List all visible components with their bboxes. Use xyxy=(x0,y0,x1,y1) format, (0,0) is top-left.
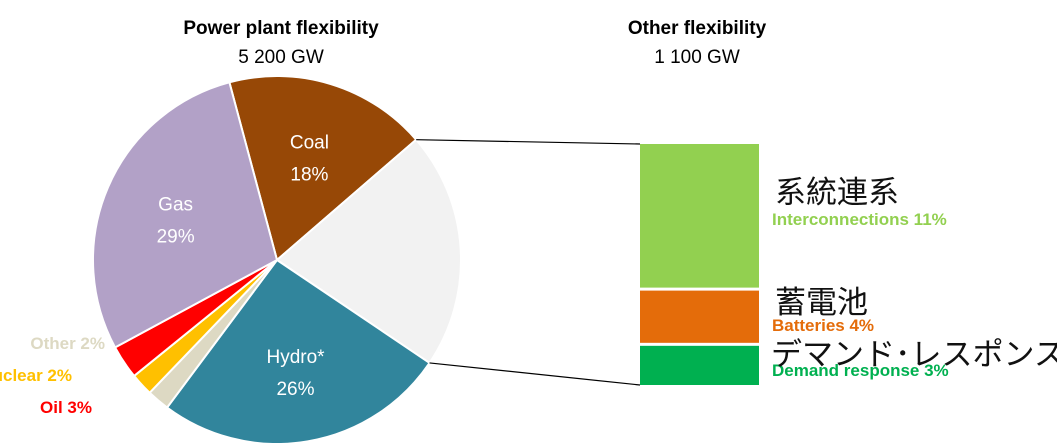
pie-pct-hydro: 26% xyxy=(276,379,314,400)
pie-label-oil: Oil 3% xyxy=(40,398,92,417)
pie-slice-hydro xyxy=(165,258,431,443)
pie-slice-gas xyxy=(92,81,279,349)
bar-jp-label-demand-response: デマンド･レスポンス xyxy=(771,337,1057,373)
pie-label-other: Other 2% xyxy=(30,334,105,353)
pie-label-hydro: Hydro* xyxy=(266,347,325,368)
bar-label-interconnections: Interconnections 11% xyxy=(772,210,947,229)
bar-segment-interconnections xyxy=(640,144,759,288)
pie-chart: Coal 18% Hydro* 26% Other 2% Nuclear 2% Oil 3%… xyxy=(0,75,463,443)
connector-top xyxy=(416,139,641,145)
bar-label-demand-response: Demand response 3% xyxy=(772,361,949,380)
bar-jp-label-batteries: 蓄電池 xyxy=(775,285,868,321)
stacked-bar-chart: Interconnections 11%系統連系 Batteries 4%蓄電池 D… xyxy=(640,144,1057,385)
bar-label-batteries: Batteries 4% xyxy=(772,316,874,335)
pie-label-coal: Coal xyxy=(290,132,329,153)
pie-label-nuclear: Nuclear 2% xyxy=(0,366,72,385)
bar-jp-label-interconnections: 系統連系 xyxy=(775,175,899,211)
connector-lines xyxy=(416,139,641,386)
connector-bottom xyxy=(429,362,641,386)
bar-segment-batteries xyxy=(640,290,759,343)
pie-label-gas: Gas xyxy=(158,194,193,215)
pie-pct-coal: 18% xyxy=(290,164,328,185)
bar-title: Other flexibility xyxy=(628,18,767,39)
pie-slice-other-flexibility xyxy=(275,138,463,365)
bar-segment-demand-response xyxy=(640,345,759,385)
pie-pct-gas: 29% xyxy=(157,226,195,247)
bar-subtitle: 1 100 GW xyxy=(654,47,740,68)
pie-title: Power plant flexibility xyxy=(183,18,379,39)
pie-slice-coal xyxy=(228,75,418,262)
pie-subtitle: 5 200 GW xyxy=(238,47,324,68)
